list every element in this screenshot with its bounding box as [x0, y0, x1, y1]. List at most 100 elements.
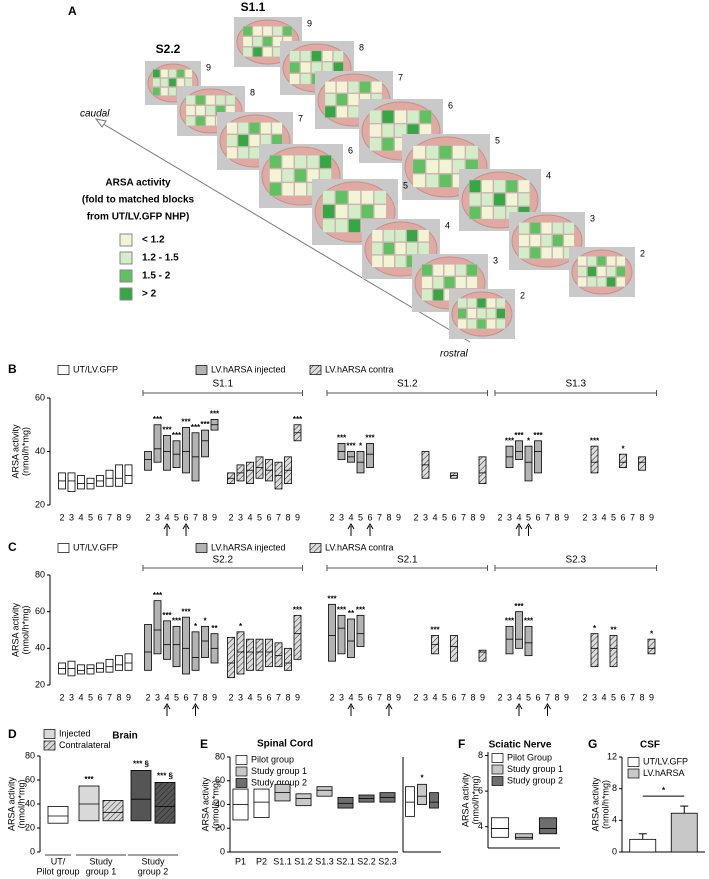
y-tick-label: 40	[215, 799, 225, 809]
tissue-block	[335, 190, 348, 205]
x-tick-label: 7	[193, 692, 198, 702]
tissue-block	[381, 137, 394, 151]
panel-title: CSF	[640, 740, 660, 751]
tissue-block	[271, 122, 283, 135]
x-tick-label: 4	[348, 512, 353, 522]
legend-swatch	[235, 766, 248, 777]
tissue-block	[467, 298, 477, 308]
legend-label: Study group 2	[507, 775, 563, 785]
x-tick-label: 5	[174, 692, 179, 702]
tissue-block	[184, 69, 193, 78]
tissue-block	[371, 255, 383, 268]
x-tick-label: 8	[554, 512, 559, 522]
y-tick-label: 20	[25, 822, 35, 832]
x-tick-label: P2	[256, 856, 267, 866]
tissue-block	[432, 264, 444, 277]
x-tick-label: 9	[126, 692, 131, 702]
x-tick-label: 5	[611, 692, 616, 702]
x-tick-label: 7	[276, 692, 281, 702]
box	[124, 653, 133, 671]
tissue-block	[469, 193, 481, 206]
x-tick-label: 5	[358, 512, 363, 522]
significance: ***	[181, 607, 191, 616]
tissue-block	[269, 155, 282, 169]
box	[590, 633, 599, 668]
injection-arrowhead	[192, 703, 199, 710]
x-tick-label: 2	[145, 692, 150, 702]
significance: *	[194, 622, 198, 631]
tissue-block	[359, 81, 371, 94]
y-tick-label: 20	[35, 499, 45, 509]
tissue-block	[596, 277, 607, 287]
y-tick-label: 12	[607, 751, 617, 761]
tissue-block	[412, 159, 426, 174]
injection-arrowhead	[515, 523, 523, 530]
significance: ***	[172, 431, 182, 440]
box	[514, 833, 534, 840]
box	[295, 793, 312, 807]
tissue-block	[371, 81, 383, 94]
x-tick-label: 4	[516, 692, 521, 702]
x-tick-label: 7	[107, 512, 112, 522]
tissue-block	[195, 105, 206, 116]
x-tick-label: 4	[516, 512, 521, 522]
box	[337, 614, 346, 655]
tissue-block	[383, 229, 395, 242]
tissue-block	[455, 276, 467, 289]
significance: ***	[505, 616, 515, 625]
tissue-block	[587, 256, 597, 266]
tissue-block	[322, 190, 335, 205]
x-tick-label: 5	[88, 512, 93, 522]
x-tick-label: 5	[174, 512, 179, 522]
box	[130, 770, 152, 822]
significance: ***	[590, 436, 600, 445]
injection-arrowhead	[163, 703, 171, 710]
box	[337, 796, 354, 809]
legend-swatch	[627, 768, 640, 779]
x-tick-label: 4	[601, 692, 606, 702]
x-tick-label: 5	[526, 692, 531, 702]
legend-label: Contralateral	[59, 740, 111, 750]
injection-arrowhead	[347, 703, 355, 710]
tissue-block	[418, 242, 430, 255]
section-title: S2.3	[565, 555, 586, 566]
x-tick-label: 6	[451, 512, 456, 522]
slice-number: 8	[359, 42, 364, 52]
x-tick-label: 6	[620, 692, 625, 702]
y-axis-label: ARSA activity	[200, 777, 210, 832]
tissue-block	[563, 234, 575, 247]
tissue-block	[152, 87, 161, 96]
tissue-block	[457, 319, 467, 329]
box	[246, 461, 254, 485]
tissue-block	[518, 234, 530, 247]
legend-label: UT/LV.GFP	[643, 756, 688, 766]
x-tick-label: 6	[97, 692, 102, 702]
tissue-block	[195, 95, 206, 105]
legend-swatch	[57, 365, 70, 375]
y-axis-label: (nmol/h*mg)	[210, 780, 220, 829]
y-axis-label: (nmol/h*mg)	[20, 605, 30, 654]
tissue-block	[406, 229, 418, 242]
x-tick-label: 6	[367, 692, 372, 702]
tissue-block	[383, 242, 395, 255]
x-tick-label: 5	[526, 512, 531, 522]
tissue-block	[518, 246, 530, 259]
tissue-block	[168, 87, 177, 96]
significance: ***	[172, 616, 182, 625]
x-tick-label: 7	[461, 512, 466, 522]
tissue-block	[425, 145, 439, 160]
tissue-block	[469, 179, 481, 193]
tissue-block	[552, 246, 564, 259]
injection-arrowhead	[347, 523, 355, 530]
tissue-block	[505, 193, 518, 206]
tissue-block	[606, 266, 616, 277]
box	[115, 464, 123, 487]
tissue-block	[439, 173, 452, 188]
tissue-block	[160, 69, 169, 78]
tissue-block	[252, 36, 263, 47]
x-tick-label: 3	[423, 512, 428, 522]
y-axis-label: ARSA activity	[6, 776, 16, 831]
slice-number: 2	[520, 290, 525, 300]
significance: **	[211, 624, 218, 633]
bar	[629, 838, 657, 853]
